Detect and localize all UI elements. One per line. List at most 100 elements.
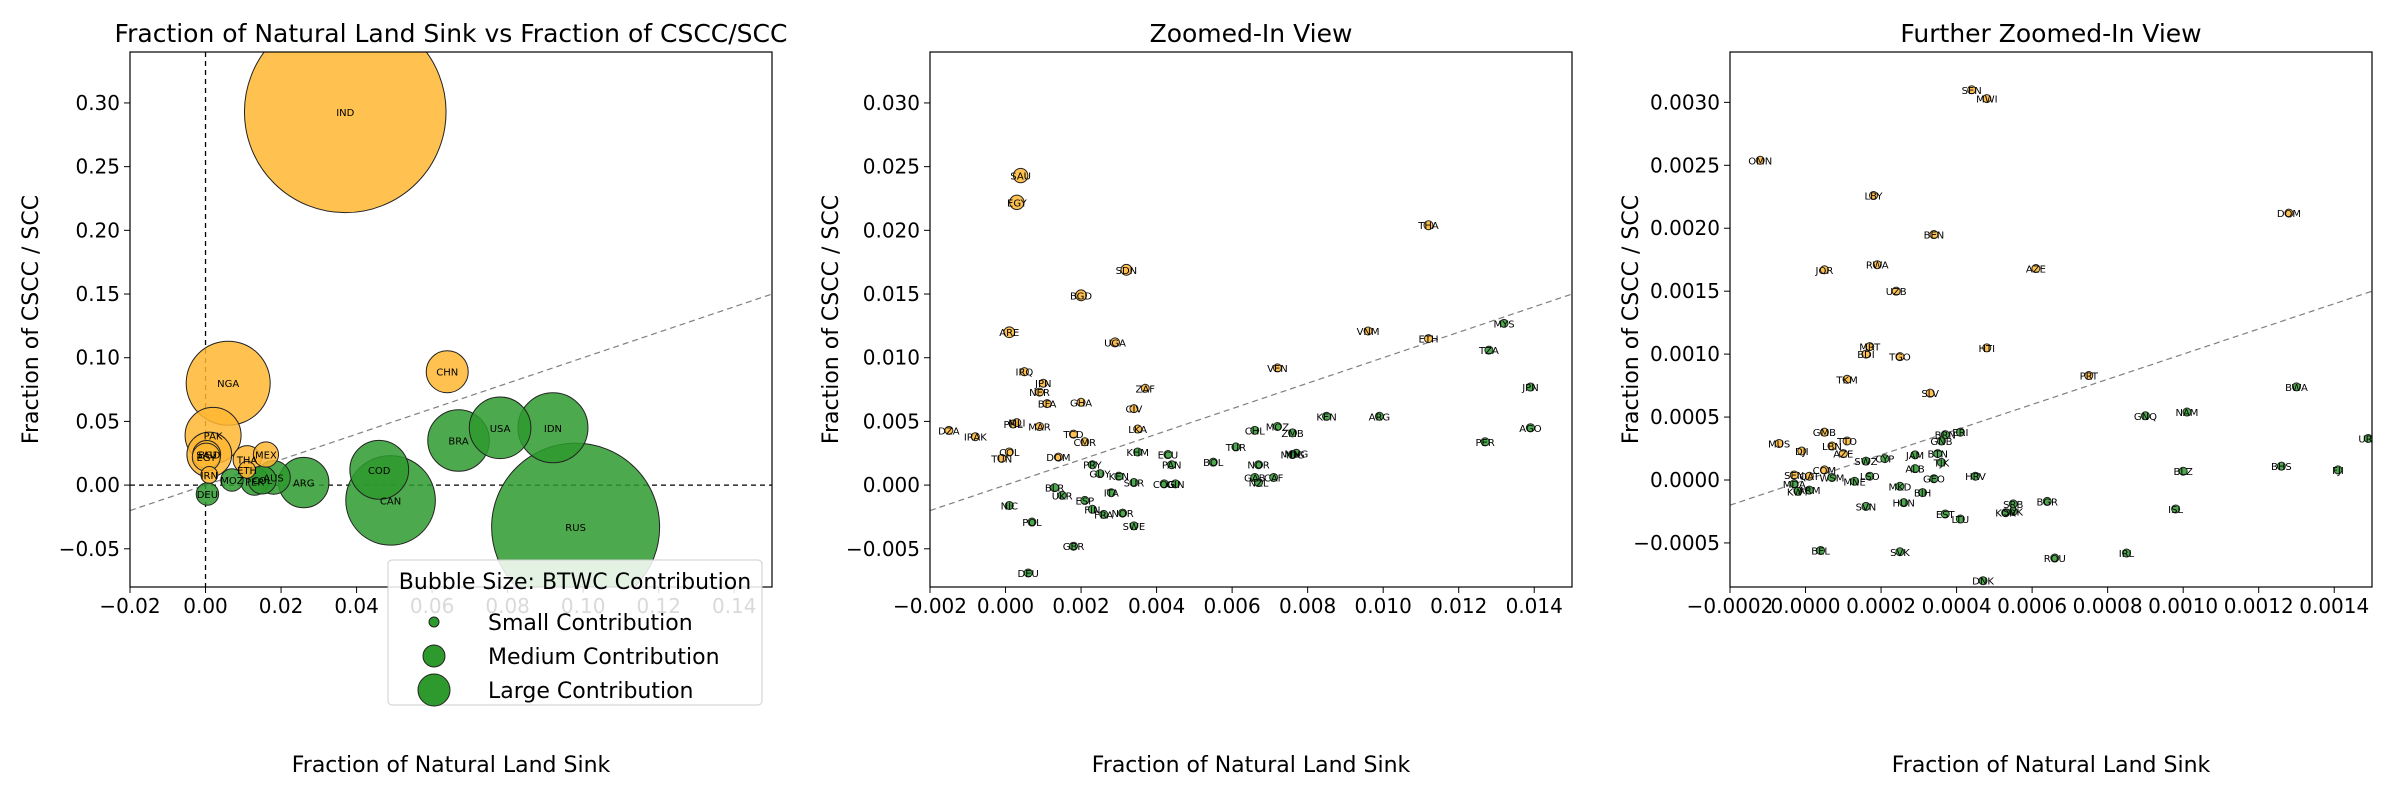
bubble [1114, 471, 1124, 481]
y-tick-label: 0.0000 [1650, 468, 1720, 492]
point-label: FRA [1094, 510, 1113, 521]
bubble [2084, 371, 2094, 381]
point-label: MKD [1888, 482, 1911, 493]
point-label: SEN [1962, 86, 1982, 97]
point-label: ETH [237, 466, 257, 477]
point-label: SVK [1890, 548, 1910, 559]
x-tick-label: 0.0012 [2224, 594, 2294, 618]
bubble [1819, 265, 1829, 275]
bubble [252, 441, 280, 468]
bubble [2171, 504, 2181, 514]
point-label: BOL [1203, 458, 1224, 469]
point-label: TUN [990, 454, 1012, 465]
point-label: DNK [1972, 577, 1994, 588]
bubble [1035, 422, 1045, 431]
bubble [1861, 456, 1871, 466]
point-label: LBN [1822, 442, 1842, 453]
legend-title: Bubble Size: BTWC Contribution [399, 570, 751, 595]
legend-entry: Large Contribution [488, 679, 694, 704]
point-label: FIN [1084, 505, 1100, 516]
point-label: URY [2358, 434, 2379, 445]
bubble [1012, 418, 1022, 428]
point-label: UGA [1104, 338, 1126, 349]
point-label: AZE [1833, 450, 1853, 461]
axes-frame [929, 51, 1573, 588]
chart-title: Fraction of Natural Land Sink vs Fractio… [115, 19, 788, 48]
point-label: NAM [2175, 408, 2198, 419]
legend: Bubble Size: BTWC Contribution Small Cont… [387, 559, 763, 707]
axes-frame [1729, 51, 2373, 588]
x-tick-label: 0.010 [1355, 594, 1412, 618]
bubble [1004, 500, 1014, 510]
bubble [1003, 326, 1016, 339]
x-tick-label: 0.006 [1203, 594, 1260, 618]
point-label: PHL [1004, 420, 1024, 431]
point-label: MOZ [1266, 423, 1289, 434]
y-axis-label: Fraction of CSCC / SCC [819, 195, 844, 444]
bubble [970, 432, 980, 442]
point-label: COM [1813, 466, 1836, 477]
bubble [1861, 501, 1871, 511]
bubble [1019, 367, 1029, 377]
x-tick-label: 0.014 [1506, 594, 1563, 618]
y-tick-label: 0.0010 [1650, 342, 1720, 366]
x-tick-label: 0.0000 [1771, 594, 1841, 618]
bubble [1480, 437, 1490, 447]
x-axis-label: Fraction of Natural Land Sink [1092, 753, 1411, 778]
point-label: BFA [1038, 400, 1057, 411]
bubble [1110, 337, 1121, 348]
point-label: SLV [1921, 389, 1939, 400]
point-label: HRV [1965, 472, 1986, 483]
point-label: ECU [1158, 451, 1179, 462]
y-tick-label: 0.0025 [1650, 153, 1720, 177]
point-label: JPN [1521, 383, 1538, 394]
bubble [1272, 363, 1282, 373]
point-label: DOM [2277, 209, 2301, 220]
bubble [1978, 576, 1988, 586]
x-tick-label: 0.00 [183, 594, 228, 618]
bubble [1118, 508, 1128, 518]
x-tick-label: 0.04 [334, 594, 379, 618]
point-label: BRA [448, 437, 468, 448]
point-label: ZMB [1281, 429, 1303, 440]
bubble [1269, 472, 1279, 482]
point-label: IND [336, 108, 354, 119]
point-label: AZE [2026, 265, 2046, 276]
bubble [1035, 387, 1045, 397]
point-label: COG [1153, 480, 1176, 491]
bubble [2182, 407, 2192, 417]
bubble [2140, 411, 2150, 421]
bubble [1140, 383, 1150, 393]
bubble [1774, 438, 1784, 448]
bubble [1955, 514, 1965, 524]
point-label: EST [1936, 510, 1956, 521]
point-label: SWE [1123, 522, 1146, 533]
y-tick-label: 0.30 [75, 91, 120, 115]
point-label: RWA [1866, 261, 1889, 272]
point-label: HTI [1979, 344, 1996, 355]
point-label: GBR [1063, 542, 1085, 553]
bubble [1895, 352, 1905, 362]
point-label: MLI [1008, 419, 1025, 430]
bubble [1087, 460, 1097, 470]
bubble [238, 460, 256, 479]
bubble [1967, 85, 1977, 95]
bubble [1955, 427, 1965, 437]
point-label: BGR [2037, 497, 2058, 508]
point-label: VNM [1357, 327, 1380, 338]
point-label: VEN [1267, 364, 1288, 375]
bubble [1891, 286, 1901, 296]
y-tick-label: 0.030 [863, 91, 920, 115]
point-label: MOZ [220, 476, 243, 487]
y-tick-label: 0.0030 [1650, 90, 1720, 114]
point-label: TTO [1836, 437, 1857, 448]
x-tick-label: 0.0010 [2148, 594, 2218, 618]
bubble [468, 396, 532, 460]
bubble [1936, 436, 1946, 446]
bubble [1004, 447, 1014, 457]
bubble [1027, 517, 1037, 527]
point-label: MAR [1028, 423, 1050, 434]
point-label: ETH [1419, 335, 1439, 346]
bubble [1850, 476, 1860, 486]
point-label: SRB [2003, 500, 2023, 511]
